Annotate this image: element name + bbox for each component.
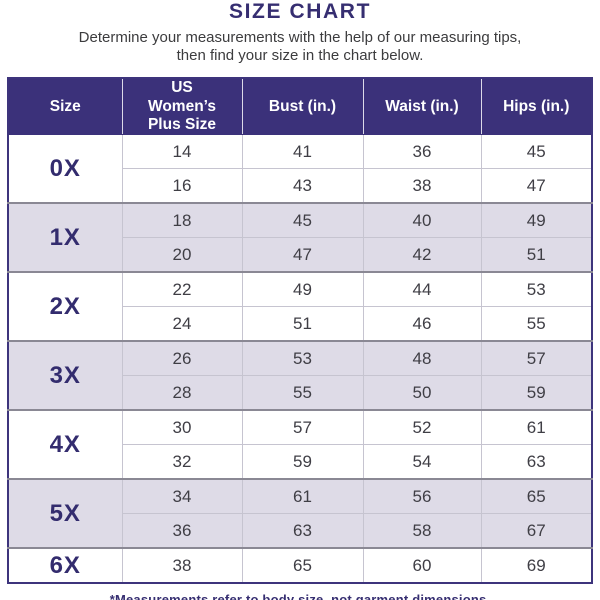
- col-header-hips: Hips (in.): [480, 78, 592, 136]
- table-row: 1X 18 45 40 49: [7, 202, 593, 273]
- subtitle: Determine your measurements with the hel…: [0, 29, 600, 64]
- cell-bust: 59: [241, 444, 364, 480]
- cell-plus-size: 36: [121, 513, 243, 549]
- col-header-size: Size: [8, 78, 122, 136]
- table-row: 0X 14 41 36 45: [7, 134, 593, 204]
- footnote: *Measurements refer to body size, not ga…: [109, 592, 491, 600]
- cell-hips: 57: [480, 340, 593, 377]
- cell-waist: 38: [362, 168, 482, 204]
- cell-plus-size: 16: [121, 168, 243, 204]
- cell-plus-size: 30: [121, 409, 243, 446]
- cell-waist: 60: [362, 547, 482, 584]
- cell-hips: 51: [480, 237, 593, 273]
- table-row: 24 51 46 55: [8, 306, 593, 342]
- table-row: 16 43 38 47: [8, 168, 593, 204]
- cell-bust: 47: [241, 237, 364, 273]
- size-label-1x: 1X: [7, 202, 123, 273]
- cell-waist: 40: [362, 202, 482, 239]
- cell-bust: 57: [241, 409, 364, 446]
- table-row: 5X 34 61 56 65: [7, 478, 593, 549]
- table-row: 36 63 58 67: [8, 513, 593, 549]
- cell-bust: 55: [241, 375, 364, 411]
- cell-waist: 46: [362, 306, 482, 342]
- size-label-5x: 5X: [7, 478, 123, 549]
- page-title: SIZE CHART: [229, 0, 371, 23]
- cell-waist: 54: [362, 444, 482, 480]
- cell-waist: 52: [362, 409, 482, 446]
- cell-hips: 55: [480, 306, 593, 342]
- col-header-us-womens-plus-size: US Women’s Plus Size: [121, 78, 242, 136]
- table-row: 3X 26 53 48 57: [7, 340, 593, 411]
- cell-waist: 48: [362, 340, 482, 377]
- table-row: 28 55 50 59: [8, 375, 593, 411]
- cell-waist: 56: [362, 478, 482, 515]
- cell-bust: 61: [241, 478, 364, 515]
- cell-plus-size: 38: [121, 547, 243, 584]
- cell-plus-size: 20: [121, 237, 243, 273]
- cell-bust: 49: [241, 271, 364, 308]
- cell-bust: 51: [241, 306, 364, 342]
- cell-plus-size: 28: [121, 375, 243, 411]
- size-label-0x: 0X: [7, 134, 123, 204]
- cell-plus-size: 26: [121, 340, 243, 377]
- cell-plus-size: 34: [121, 478, 243, 515]
- cell-hips: 53: [480, 271, 593, 308]
- cell-plus-size: 14: [121, 134, 243, 170]
- table-row: 20 47 42 51: [8, 237, 593, 273]
- cell-hips: 67: [480, 513, 593, 549]
- cell-bust: 41: [241, 134, 364, 170]
- cell-hips: 63: [480, 444, 593, 480]
- subtitle-line-1: Determine your measurements with the hel…: [78, 29, 522, 47]
- table-header-row: Size US Women’s Plus Size Bust (in.) Wai…: [8, 78, 592, 136]
- table-row: 2X 22 49 44 53: [7, 271, 593, 342]
- cell-bust: 65: [241, 547, 364, 584]
- cell-hips: 61: [480, 409, 593, 446]
- col-header-bust: Bust (in.): [241, 78, 363, 136]
- cell-plus-size: 32: [121, 444, 243, 480]
- cell-waist: 44: [362, 271, 482, 308]
- cell-waist: 58: [362, 513, 482, 549]
- cell-hips: 65: [480, 478, 593, 515]
- cell-bust: 63: [241, 513, 364, 549]
- size-label-4x: 4X: [7, 409, 123, 480]
- cell-hips: 45: [480, 134, 593, 170]
- cell-bust: 53: [241, 340, 364, 377]
- cell-bust: 43: [241, 168, 364, 204]
- cell-plus-size: 22: [121, 271, 243, 308]
- col-header-waist: Waist (in.): [362, 78, 481, 136]
- cell-waist: 36: [362, 134, 482, 170]
- size-label-6x: 6X: [7, 547, 123, 584]
- cell-hips: 59: [480, 375, 593, 411]
- table-row: 6X 38 65 60 69: [7, 547, 593, 584]
- cell-plus-size: 18: [121, 202, 243, 239]
- table-row: 32 59 54 63: [8, 444, 593, 480]
- subtitle-line-2: then find your size in the chart below.: [176, 46, 424, 64]
- cell-hips: 49: [480, 202, 593, 239]
- cell-waist: 50: [362, 375, 482, 411]
- size-label-3x: 3X: [7, 340, 123, 411]
- table-row: 4X 30 57 52 61: [7, 409, 593, 480]
- cell-hips: 47: [480, 168, 593, 204]
- cell-waist: 42: [362, 237, 482, 273]
- cell-bust: 45: [241, 202, 364, 239]
- size-chart-table: Size US Women’s Plus Size Bust (in.) Wai…: [7, 77, 593, 585]
- size-label-2x: 2X: [7, 271, 123, 342]
- cell-plus-size: 24: [121, 306, 243, 342]
- cell-hips: 69: [480, 547, 593, 584]
